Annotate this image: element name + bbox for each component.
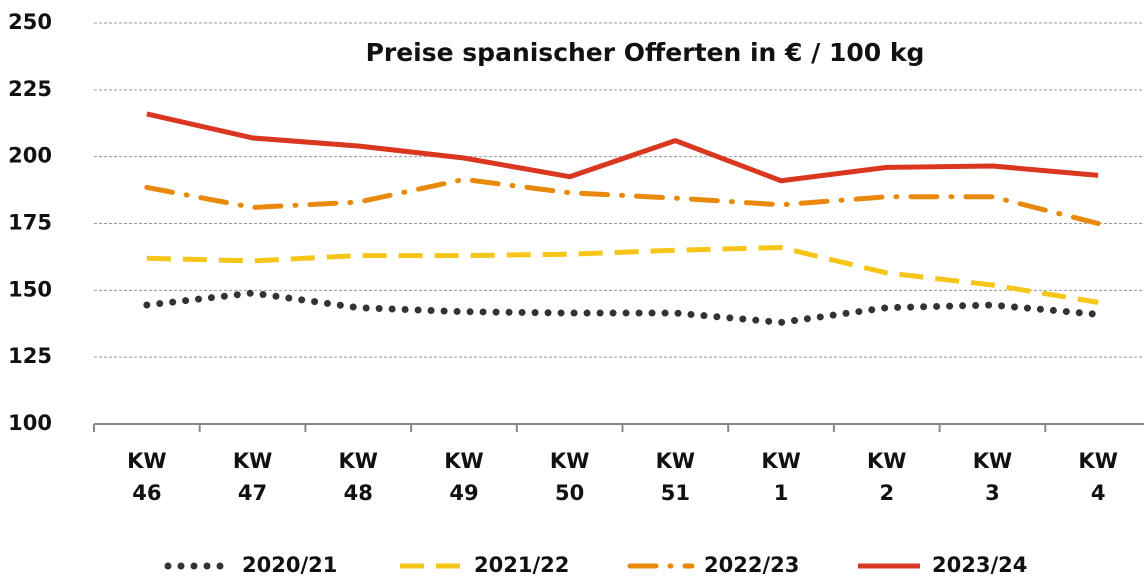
series-line <box>146 111 1099 184</box>
x-tick-label: KW 1 <box>761 449 800 505</box>
x-tick-label: KW 3 <box>973 449 1012 505</box>
y-tick-label: 200 <box>8 144 52 168</box>
x-tick-label: KW 4 <box>1078 449 1117 505</box>
x-tick-label: KW 2 <box>867 449 906 505</box>
x-tick-label: KW 49 <box>444 449 483 505</box>
y-tick-label: 175 <box>8 211 52 235</box>
x-tick-label: KW 47 <box>233 449 272 505</box>
x-tick-label: KW 48 <box>339 449 378 505</box>
series-line <box>143 289 1102 326</box>
y-tick-label: 225 <box>8 77 52 101</box>
legend-label: 2021/22 <box>474 553 569 577</box>
y-tick-label: 250 <box>8 10 52 34</box>
y-tick-label: 150 <box>8 277 52 301</box>
chart-title: Preise spanischer Offerten in € / 100 kg <box>366 38 925 67</box>
series-line <box>146 245 1099 305</box>
x-tick-label: KW 51 <box>656 449 695 505</box>
x-tick-label: KW 50 <box>550 449 589 505</box>
legend-label: 2020/21 <box>242 553 337 577</box>
legend-label: 2023/24 <box>932 553 1027 577</box>
legend-label: 2022/23 <box>704 553 799 577</box>
series-line <box>144 176 1101 226</box>
y-tick-label: 100 <box>8 411 52 435</box>
y-tick-label: 125 <box>8 344 52 368</box>
x-tick-label: KW 46 <box>127 449 166 505</box>
